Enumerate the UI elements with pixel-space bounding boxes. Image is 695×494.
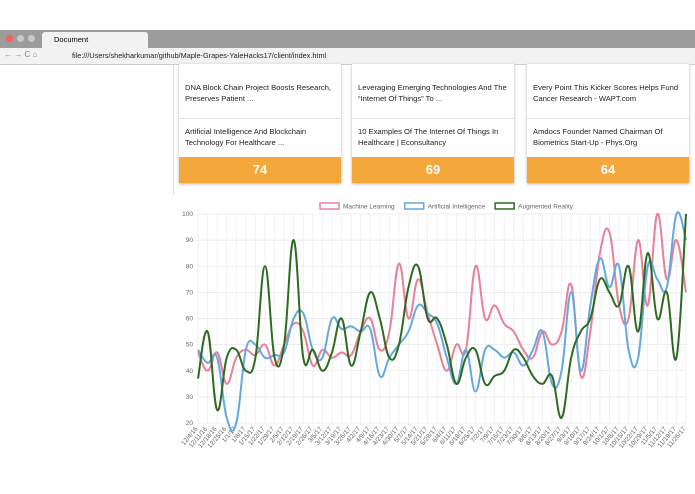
nav-buttons[interactable]: ← → C ⌂ [4,50,38,59]
headline[interactable]: 10 Examples Of The Internet Of Things In… [358,127,499,147]
legend-label: Augmented Reality [518,204,574,211]
headline[interactable]: Every Point This Kicker Scores Helps Fun… [533,83,679,103]
score: 64 [527,157,689,183]
url[interactable]: file:///Users/shekharkumar/github/Maple-… [72,51,327,60]
series-line [197,213,687,419]
divider [179,118,341,119]
y-tick-label: 90 [186,237,194,244]
legend-swatch [403,202,425,210]
headline[interactable]: Leveraging Emerging Technologies And The… [358,83,507,103]
y-tick-label: 20 [186,420,194,427]
tab-strip: Document [0,30,695,48]
y-tick-label: 80 [186,263,194,270]
y-tick-label: 30 [186,394,194,401]
y-tick-label: 60 [186,316,194,323]
y-tick-label: 70 [186,289,194,296]
series-line [197,211,687,432]
sidebar-edge [173,65,174,195]
y-tick-label: 100 [182,211,193,218]
news-card: Leveraging Emerging Technologies And The… [352,64,514,183]
close-dot[interactable] [6,35,13,42]
headline[interactable]: Artificial Intelligence And Blockchain T… [185,127,307,147]
legend-swatch [494,202,515,210]
news-card: Every Point This Kicker Scores Helps Fun… [527,64,689,183]
legend-label: Artificial Intelligence [428,204,486,211]
headline[interactable]: DNA Block Chain Project Boosts Research,… [185,83,332,103]
score: 74 [179,157,341,183]
y-tick-label: 40 [186,368,194,375]
tab[interactable]: Document [42,32,148,48]
divider [527,118,689,119]
legend-swatch [319,202,340,210]
max-dot[interactable] [28,35,35,42]
address-bar: ← → C ⌂ file:///Users/shekharkumar/githu… [0,48,695,65]
min-dot[interactable] [17,35,24,42]
chart: 203040506070809010012/4/1612/11/1612/18/… [180,202,688,450]
y-tick-label: 50 [186,342,194,349]
news-card: DNA Block Chain Project Boosts Research,… [179,64,341,183]
score: 69 [352,157,514,183]
legend-label: Machine Learning [343,204,395,211]
headline[interactable]: Amdocs Founder Named Chairman Of Biometr… [533,127,663,147]
divider [352,118,514,119]
